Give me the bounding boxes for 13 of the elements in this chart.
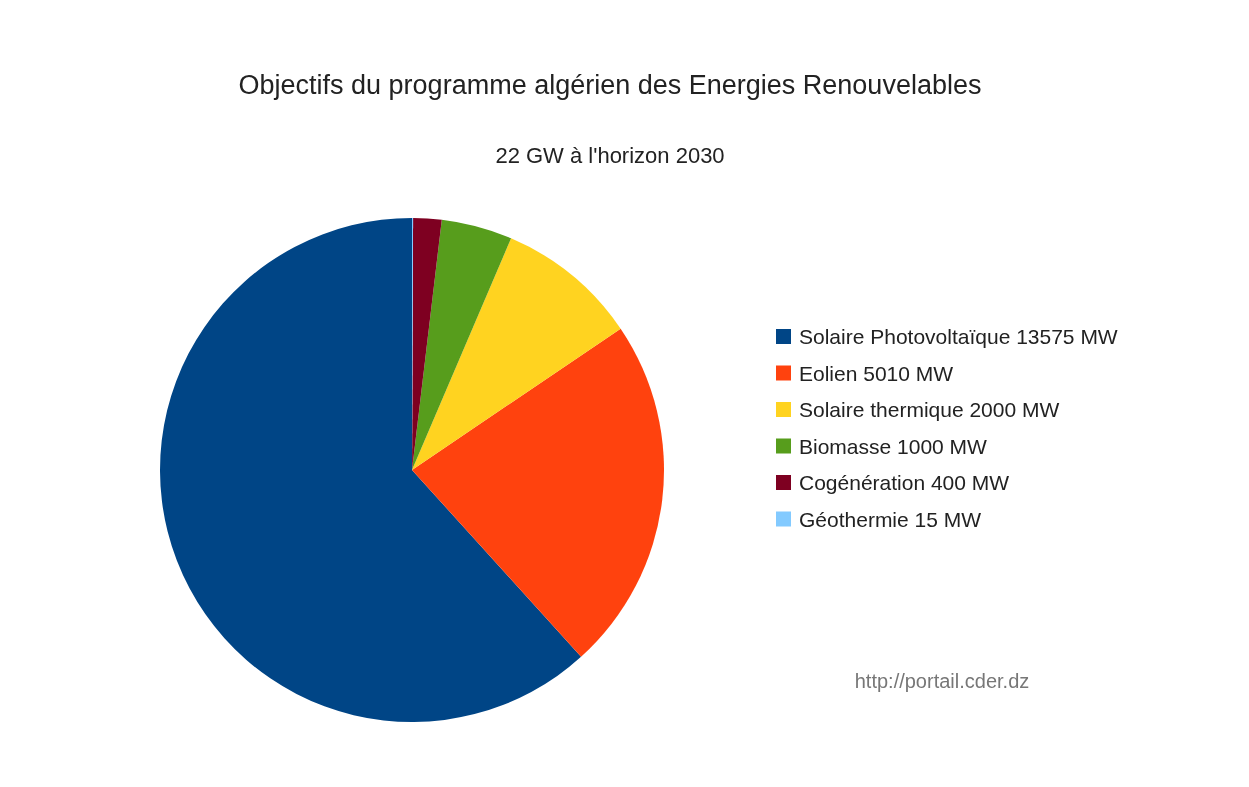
pie-slice: [160, 218, 582, 722]
legend-label: Solaire Photovoltaïque 13575 MW: [799, 325, 1118, 348]
pie-slice: [412, 328, 664, 657]
chart-title: Objectifs du programme algérien des Energies Renouvelables: [238, 70, 982, 100]
text: http://portail.cder.dz: [854, 670, 1030, 692]
legend-label: Solaire thermique 2000 MW: [799, 398, 1060, 421]
pie-slice: [412, 238, 621, 470]
legend-label: Géothermie 15 MW: [799, 507, 982, 531]
chart-subtitle: 22 GW à l'horizon 2030: [495, 143, 725, 168]
legend-label: Eolien 5010 MW: [799, 361, 954, 385]
pie-slice: [412, 219, 512, 470]
legend-label: Cogénération 400 MW: [799, 471, 1010, 494]
legend-label: Biomasse 1000 MW: [799, 434, 988, 458]
